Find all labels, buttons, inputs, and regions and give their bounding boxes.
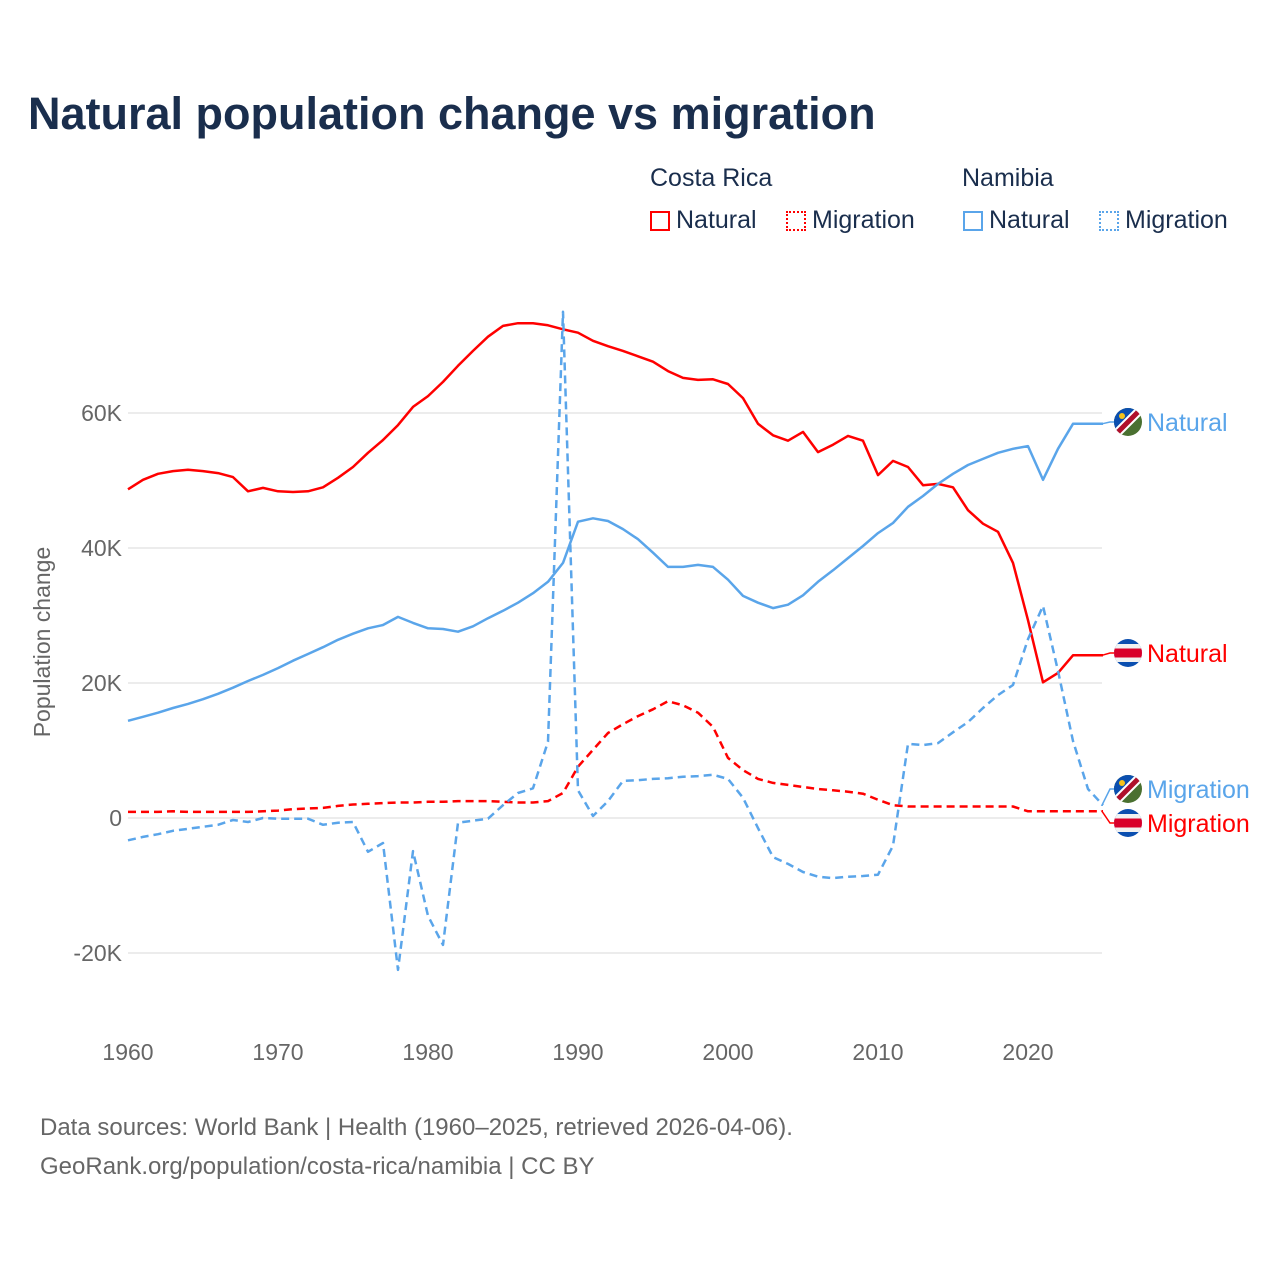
series-end-label: Migration bbox=[1147, 776, 1250, 804]
series-line-namibia-natural bbox=[127, 422, 1103, 723]
legend-swatch-dotted bbox=[786, 210, 806, 231]
label-connector bbox=[1101, 652, 1114, 657]
x-tick-label: 1990 bbox=[552, 1039, 603, 1065]
legend-label: Natural bbox=[676, 206, 757, 234]
series-line-costa-rica-natural bbox=[127, 321, 1103, 684]
y-tick-label: 60K bbox=[81, 400, 123, 426]
label-connector bbox=[1100, 788, 1114, 806]
legend-costa-rica-natural[interactable]: Natural bbox=[650, 206, 757, 235]
label-connector bbox=[1100, 810, 1114, 824]
series-line-namibia-migration bbox=[127, 310, 1104, 972]
y-tick-label: 40K bbox=[81, 535, 123, 561]
legend-namibia-migration[interactable]: Migration bbox=[1099, 206, 1228, 235]
y-tick-label: -20K bbox=[73, 940, 122, 966]
legend-group-costa-rica: Costa Rica bbox=[650, 164, 773, 192]
x-tick-label: 2010 bbox=[852, 1039, 903, 1065]
legend-label: Migration bbox=[1125, 206, 1228, 234]
x-tick-label: 1970 bbox=[252, 1039, 303, 1065]
costa-rica-flag-icon bbox=[1114, 809, 1142, 837]
label-connector bbox=[1101, 421, 1114, 425]
x-tick-label: 2020 bbox=[1002, 1039, 1053, 1065]
namibia-flag-icon bbox=[1114, 775, 1142, 803]
legend-group-namibia: Namibia bbox=[962, 164, 1054, 192]
source-line-2[interactable]: GeoRank.org/population/costa-rica/namibi… bbox=[40, 1153, 595, 1180]
series-end-label: Migration bbox=[1147, 810, 1250, 838]
x-tick-label: 1960 bbox=[102, 1039, 153, 1065]
x-tick-label: 2000 bbox=[702, 1039, 753, 1065]
series-end-label: Natural bbox=[1147, 640, 1228, 668]
source-line-1: Data sources: World Bank | Health (1960–… bbox=[40, 1114, 793, 1141]
source-note: Data sources: World Bank | Health (1960–… bbox=[40, 1108, 793, 1186]
y-tick-label: 0 bbox=[109, 805, 122, 831]
legend-namibia-natural[interactable]: Natural bbox=[963, 206, 1070, 235]
legend-label: Natural bbox=[989, 206, 1070, 234]
legend-costa-rica-migration[interactable]: Migration bbox=[786, 206, 915, 235]
chart-title: Natural population change vs migration bbox=[28, 88, 876, 139]
namibia-flag-icon bbox=[1114, 408, 1142, 436]
x-tick-label: 1980 bbox=[402, 1039, 453, 1065]
y-tick-label: 20K bbox=[81, 670, 123, 696]
legend-swatch-solid bbox=[650, 210, 670, 231]
y-axis-label: Population change bbox=[29, 547, 55, 738]
series-line-costa-rica-migration bbox=[128, 699, 1103, 814]
legend-label: Migration bbox=[812, 206, 915, 234]
costa-rica-flag-icon bbox=[1114, 639, 1142, 667]
legend-swatch-solid bbox=[963, 210, 983, 231]
series-end-label: Natural bbox=[1147, 409, 1228, 437]
legend-swatch-dotted bbox=[1099, 210, 1119, 231]
